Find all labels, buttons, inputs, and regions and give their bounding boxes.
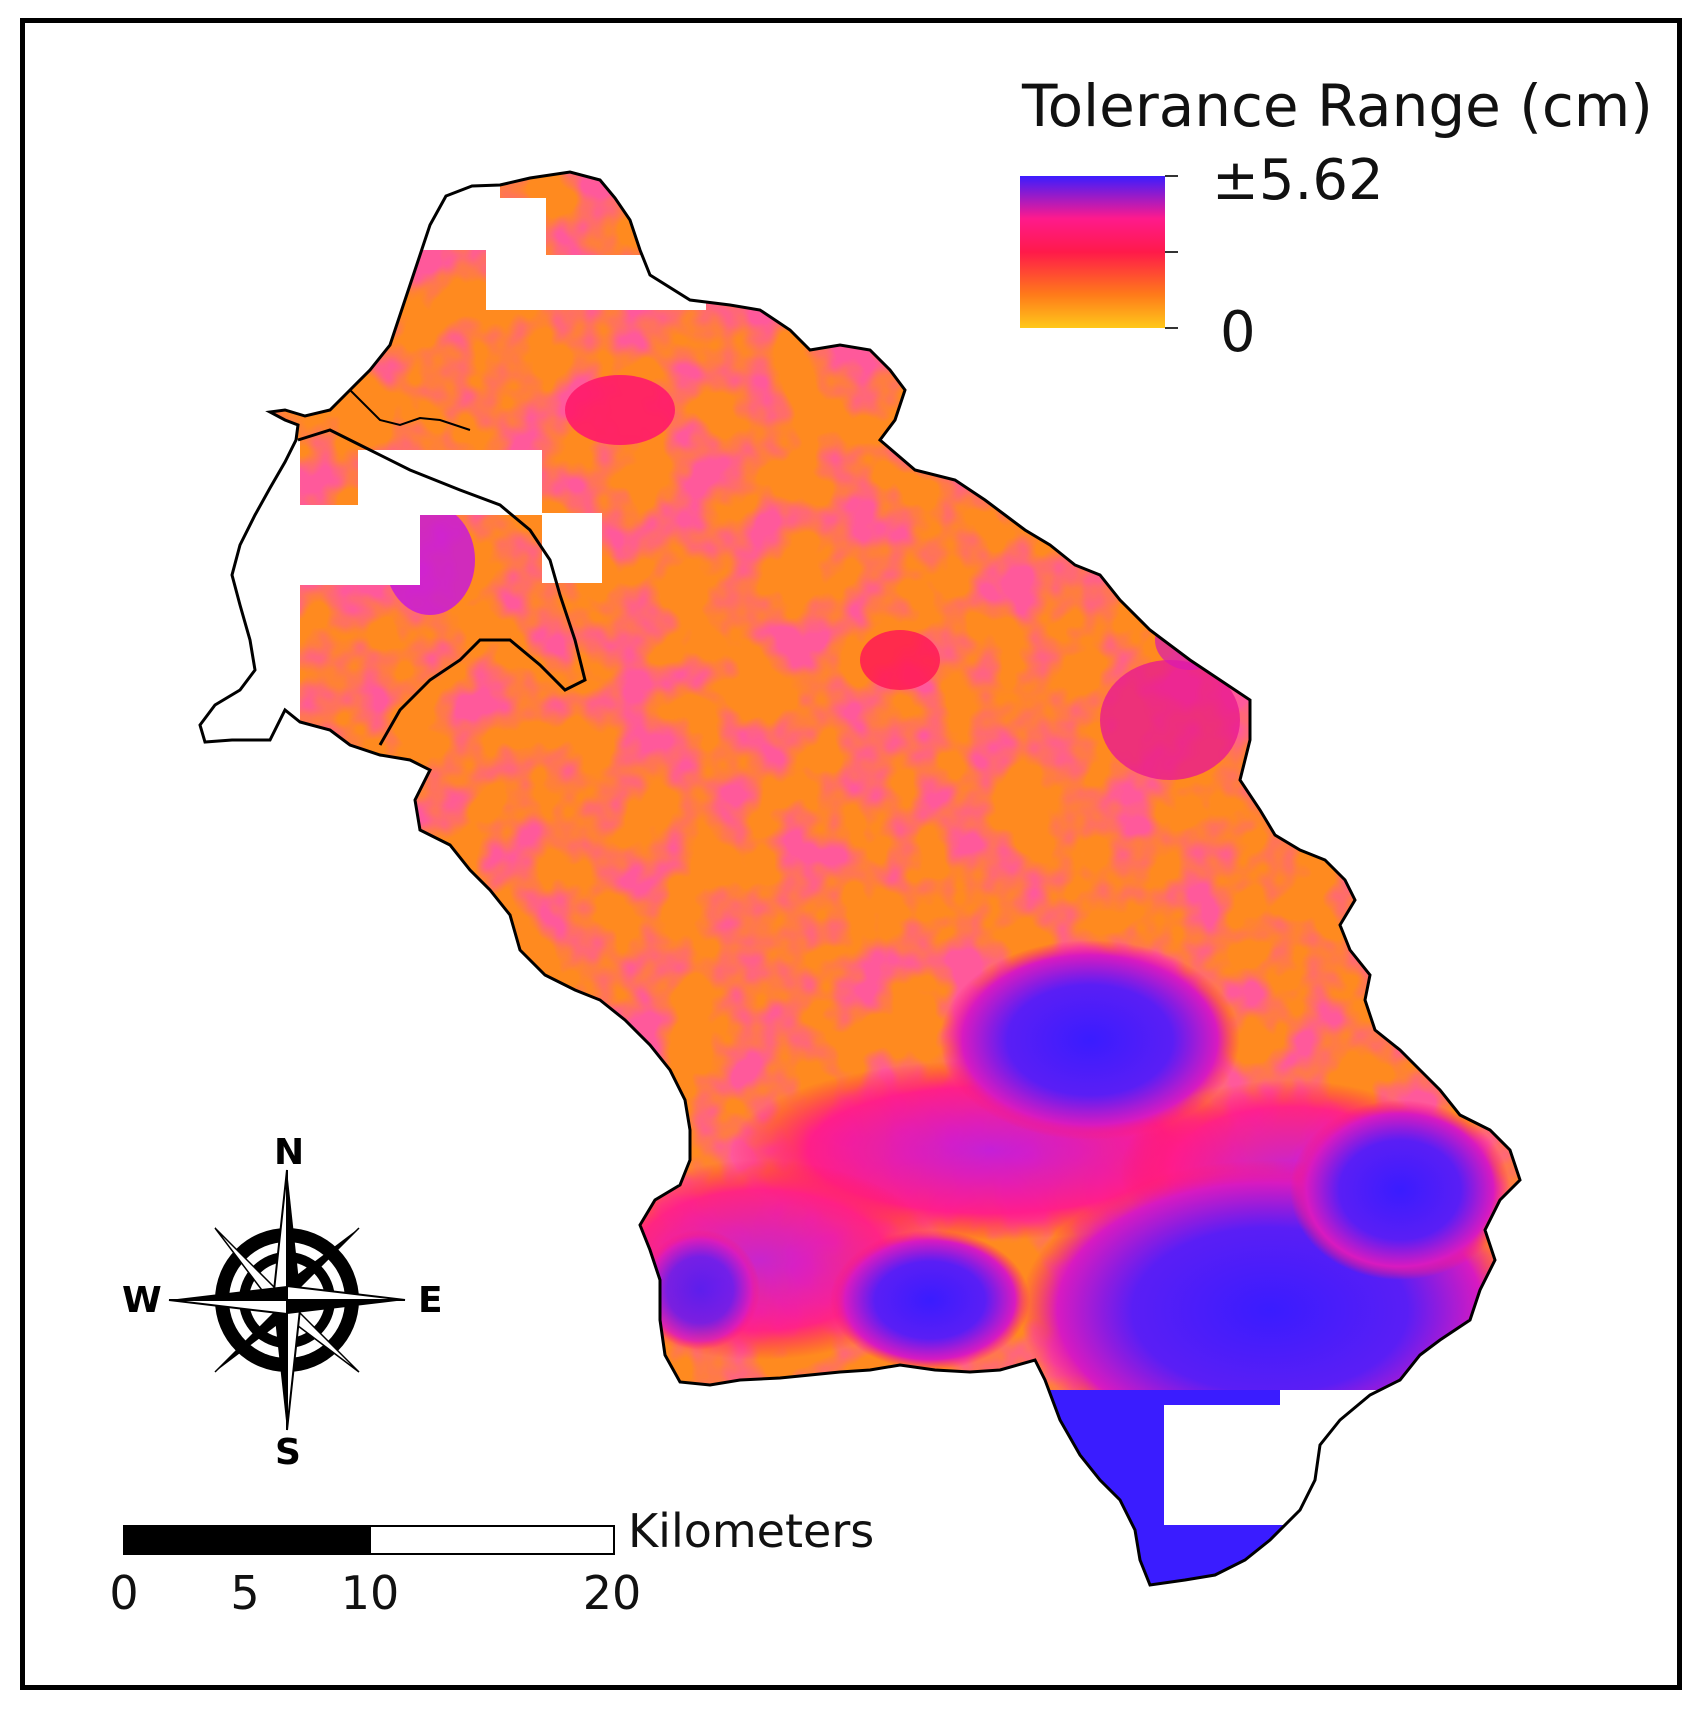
compass-south-label: S <box>275 1432 301 1473</box>
scalebar-tick-5: 5 <box>230 1566 260 1620</box>
scalebar-tick-20: 20 <box>582 1566 642 1620</box>
compass-east-label: E <box>418 1280 443 1321</box>
river-line <box>349 389 471 431</box>
compass-west-label: W <box>122 1280 162 1321</box>
tolerance-raster <box>200 172 1520 1585</box>
compass-icon <box>168 1169 406 1431</box>
scalebar-tick-10: 10 <box>340 1566 400 1620</box>
scalebar-segment-filled <box>124 1526 370 1554</box>
scalebar-segment-empty <box>369 1525 615 1555</box>
scalebar-tick-0: 0 <box>109 1566 139 1620</box>
legend-min-label: 0 <box>1220 300 1256 365</box>
subbasin-boundary <box>297 428 587 746</box>
scalebar-outline <box>123 1525 615 1555</box>
legend-title: Tolerance Range (cm) <box>1022 72 1653 140</box>
compass-north-label: N <box>274 1132 305 1173</box>
legend-max-label: ±5.62 <box>1212 148 1384 213</box>
legend-colorbar <box>1020 176 1165 328</box>
scalebar-unit-label: Kilometers <box>628 1504 875 1558</box>
